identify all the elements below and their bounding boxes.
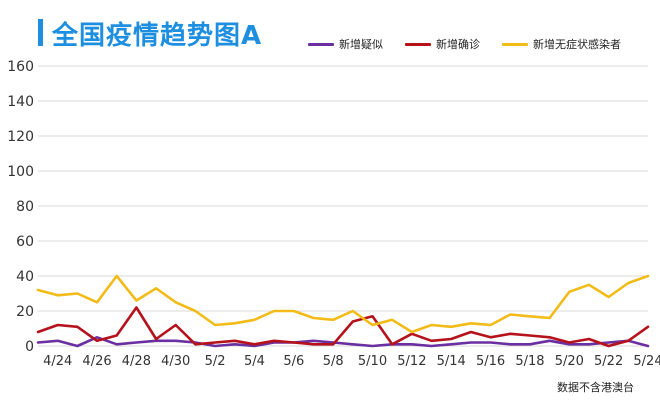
y-tick-label: 160 [7,59,34,75]
legend-label-asymptomatic: 新增无症状感染者 [533,38,621,51]
x-tick-label: 5/4 [244,354,265,369]
x-tick-label: 4/30 [161,354,190,369]
series-line-asymptomatic [36,274,650,334]
y-tick-label: 20 [16,304,34,320]
legend-item-suspected: 新增疑似 [308,36,383,52]
y-tick-label: 40 [16,269,34,285]
title-accent-bar [38,19,43,46]
series-line-suspected [36,335,650,348]
y-tick-label: 140 [7,94,34,110]
y-tick-label: 60 [16,234,34,250]
legend-label-confirmed: 新增确诊 [436,38,480,51]
x-tick-label: 4/28 [122,354,151,369]
series-line-confirmed [36,306,650,348]
y-tick-label: 80 [16,199,34,215]
chart-title: 全国疫情趋势图A [52,21,263,51]
x-tick-label: 5/8 [323,354,344,369]
chart-legend: 新增疑似 新增确诊 新增无症状感染者 [308,36,621,52]
legend-label-suspected: 新增疑似 [339,38,383,51]
y-tick-label: 120 [7,129,34,145]
legend-item-confirmed: 新增确诊 [405,36,480,52]
x-tick-label: 5/12 [397,354,426,369]
x-tick-label: 4/26 [82,354,111,369]
y-tick-label: 100 [7,164,34,180]
y-tick-label: 0 [25,339,34,355]
legend-swatch-suspected [308,42,334,46]
x-tick-label: 5/2 [205,354,226,369]
x-tick-label: 5/18 [515,354,544,369]
x-tick-label: 5/20 [555,354,584,369]
x-tick-label: 5/24 [633,354,660,369]
footnote: 数据不含港澳台 [557,381,634,394]
x-tick-label: 5/14 [437,354,466,369]
x-tick-label: 5/10 [358,354,387,369]
x-tick-label: 4/24 [43,354,72,369]
x-tick-label: 5/6 [283,354,304,369]
x-tick-label: 5/16 [476,354,505,369]
legend-swatch-confirmed [405,42,431,46]
legend-item-asymptomatic: 新增无症状感染者 [502,36,621,52]
x-tick-label: 5/22 [594,354,623,369]
legend-swatch-asymptomatic [502,42,528,46]
